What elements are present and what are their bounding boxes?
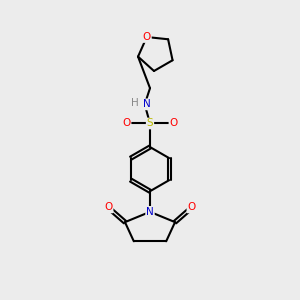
Text: O: O <box>104 202 112 212</box>
Text: O: O <box>142 32 151 42</box>
Text: H: H <box>131 98 139 108</box>
Text: N: N <box>143 99 151 110</box>
Text: N: N <box>146 207 154 217</box>
Text: S: S <box>147 118 153 128</box>
Text: O: O <box>169 118 178 128</box>
Text: O: O <box>188 202 196 212</box>
Text: O: O <box>122 118 130 128</box>
